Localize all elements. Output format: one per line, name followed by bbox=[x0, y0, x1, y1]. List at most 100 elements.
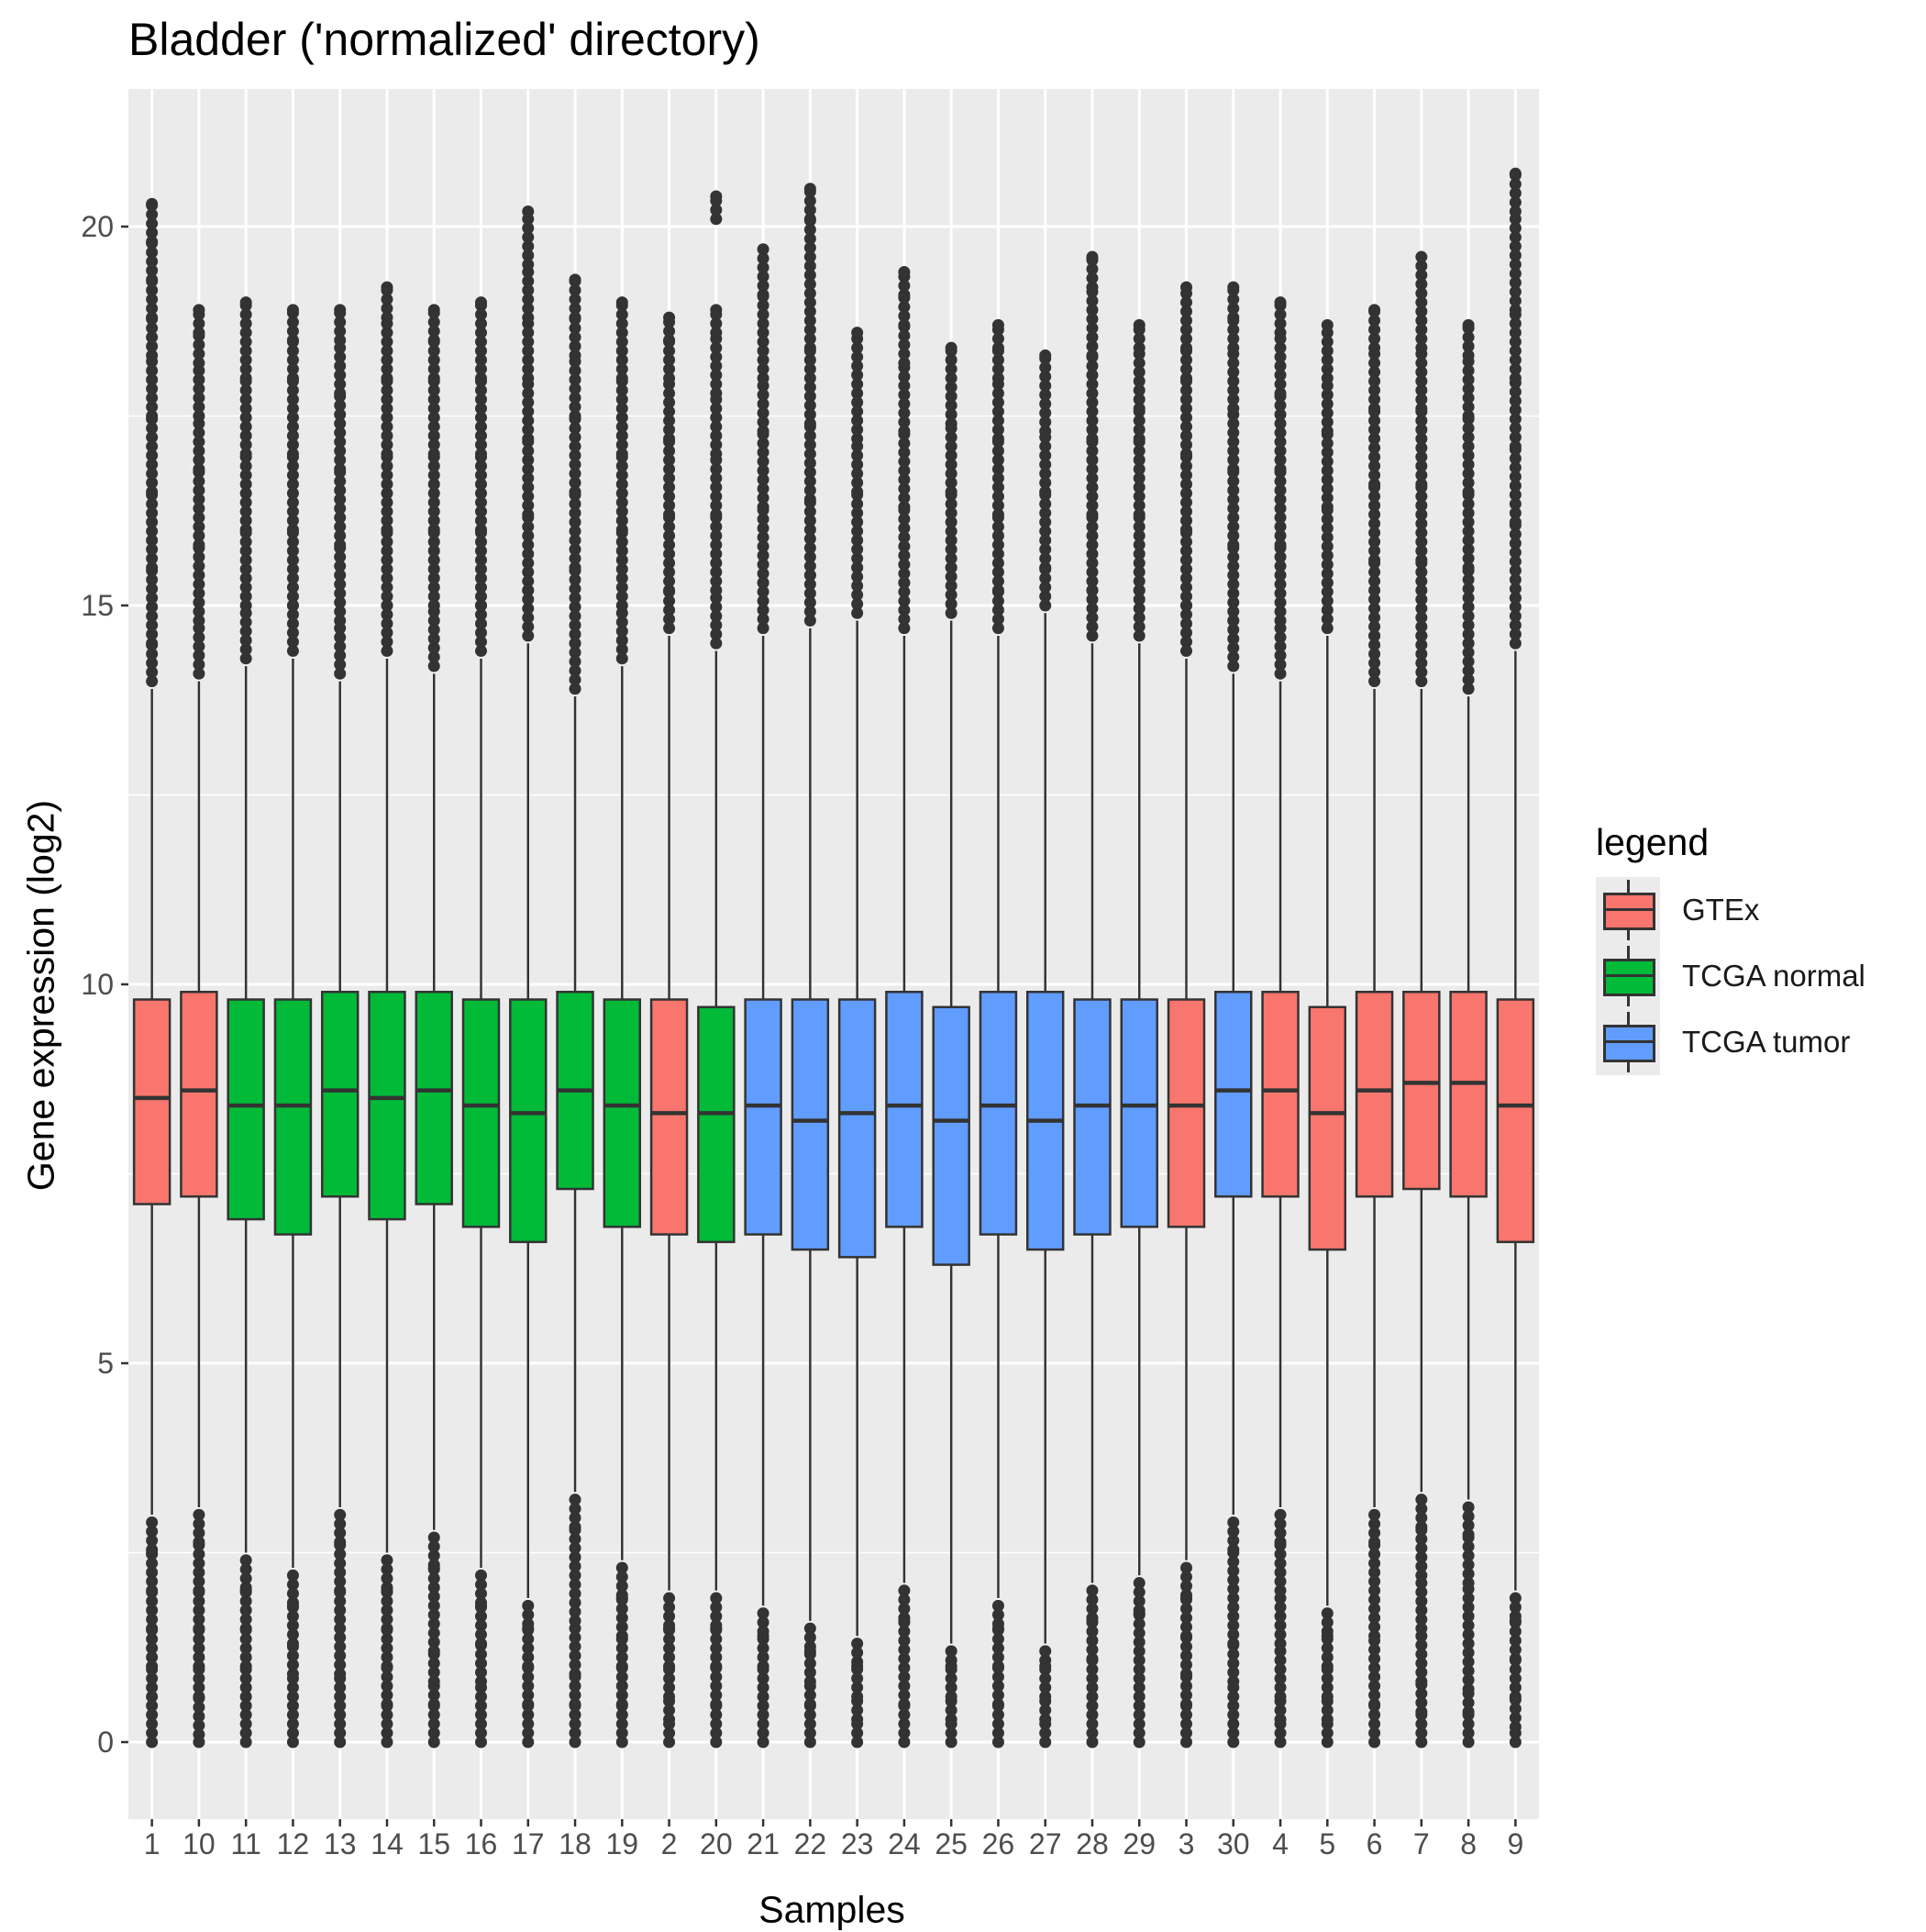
outlier-point-high bbox=[1509, 317, 1522, 330]
outlier-point-high bbox=[663, 372, 676, 384]
outlier-point-low bbox=[945, 1704, 957, 1716]
legend-item-tcga-tumor: TCGA tumor bbox=[1596, 1009, 1908, 1075]
y-tick-label: 20 bbox=[81, 210, 114, 243]
outlier-point-high bbox=[1133, 414, 1146, 427]
outlier-point-high bbox=[1133, 620, 1146, 633]
chart-title: Bladder ('normalized' directory) bbox=[128, 14, 760, 65]
outlier-point-high bbox=[1227, 502, 1240, 515]
outlier-point-high bbox=[427, 402, 440, 415]
outlier-point-low bbox=[334, 1736, 347, 1749]
box-body bbox=[509, 998, 548, 1244]
outlier-point-high bbox=[334, 316, 347, 328]
outlier-point-high bbox=[1180, 353, 1192, 366]
outlier-point-high bbox=[239, 625, 252, 638]
outlier-point-high bbox=[1086, 360, 1099, 372]
outlier-point-high bbox=[710, 462, 723, 475]
outlier-point-low bbox=[1274, 1584, 1287, 1597]
outlier-point-low bbox=[710, 1727, 723, 1739]
outlier-point-low bbox=[522, 1660, 535, 1672]
outlier-point-low bbox=[1180, 1561, 1192, 1574]
outlier-point-low bbox=[1274, 1727, 1287, 1739]
outlier-point-high bbox=[1133, 490, 1146, 503]
outlier-point-high bbox=[1086, 304, 1099, 316]
outlier-point-high bbox=[1086, 499, 1099, 512]
outlier-point-high bbox=[710, 548, 723, 561]
outlier-point-low bbox=[898, 1652, 911, 1665]
outlier-point-high bbox=[475, 523, 487, 536]
outlier-point-low bbox=[334, 1699, 347, 1712]
outlier-point-high bbox=[569, 655, 581, 668]
outlier-point-high bbox=[991, 372, 1004, 384]
outlier-point-low bbox=[1415, 1727, 1428, 1739]
outlier-point-high bbox=[991, 414, 1004, 427]
outlier-point-high bbox=[1039, 572, 1052, 584]
outlier-point-high bbox=[381, 402, 393, 415]
outlier-point-low bbox=[1086, 1682, 1099, 1694]
outlier-point-high bbox=[239, 296, 252, 309]
outlier-point-low bbox=[334, 1717, 347, 1730]
outlier-point-high bbox=[615, 317, 628, 330]
outlier-point-low bbox=[1321, 1690, 1334, 1703]
outlier-point-high bbox=[1462, 655, 1475, 668]
outlier-point-high bbox=[193, 317, 205, 330]
outlier-point-high bbox=[286, 304, 299, 316]
outlier-point-high bbox=[286, 362, 299, 375]
outlier-point-low bbox=[381, 1708, 393, 1721]
outlier-point-high bbox=[334, 569, 347, 582]
outlier-point-low bbox=[851, 1672, 864, 1685]
box-sample-21 bbox=[744, 243, 782, 1749]
box-sample-10 bbox=[180, 304, 218, 1749]
outlier-point-high bbox=[1086, 387, 1099, 400]
outlier-point-high bbox=[898, 309, 911, 322]
outlier-point-low bbox=[146, 1525, 159, 1538]
outlier-point-low bbox=[193, 1548, 205, 1560]
box-body bbox=[1496, 998, 1535, 1244]
outlier-point-high bbox=[1368, 527, 1381, 539]
outlier-point-high bbox=[193, 444, 205, 457]
outlier-point-low bbox=[1462, 1619, 1475, 1632]
outlier-point-high bbox=[334, 667, 347, 680]
outlier-point-high bbox=[1509, 497, 1522, 510]
outlier-point-high bbox=[286, 505, 299, 518]
outlier-point-high bbox=[146, 561, 159, 574]
outlier-point-high bbox=[615, 372, 628, 384]
outlier-point-high bbox=[569, 364, 581, 377]
outlier-point-low bbox=[286, 1690, 299, 1703]
outlier-point-low bbox=[1509, 1672, 1522, 1685]
outlier-point-high bbox=[381, 293, 393, 305]
outlier-point-high bbox=[757, 576, 769, 589]
outlier-point-high bbox=[1321, 531, 1334, 544]
outlier-point-high bbox=[1368, 638, 1381, 651]
outlier-point-low bbox=[569, 1631, 581, 1644]
outlier-point-high bbox=[945, 543, 957, 556]
outlier-point-high bbox=[146, 637, 159, 650]
outlier-point-high bbox=[851, 597, 864, 610]
outlier-point-low bbox=[615, 1603, 628, 1616]
outlier-point-high bbox=[1274, 436, 1287, 449]
outlier-point-high bbox=[851, 341, 864, 354]
outlier-point-low bbox=[710, 1601, 723, 1614]
outlier-point-high bbox=[1509, 336, 1522, 349]
outlier-point-low bbox=[239, 1660, 252, 1672]
outlier-point-low bbox=[1086, 1699, 1099, 1712]
outlier-point-high bbox=[569, 410, 581, 422]
outlier-point-low bbox=[427, 1608, 440, 1621]
outlier-point-high bbox=[1180, 645, 1192, 658]
outlier-point-high bbox=[239, 383, 252, 396]
outlier-point-low bbox=[898, 1603, 911, 1616]
outlier-point-high bbox=[1321, 336, 1334, 349]
outlier-point-high bbox=[898, 357, 911, 370]
outlier-point-high bbox=[757, 613, 769, 626]
outlier-point-high bbox=[615, 572, 628, 584]
outlier-point-low bbox=[146, 1557, 159, 1570]
outlier-point-high bbox=[334, 493, 347, 505]
outlier-point-high bbox=[193, 410, 205, 422]
outlier-point-low bbox=[757, 1736, 769, 1749]
outlier-point-high bbox=[1321, 558, 1334, 571]
outlier-point-high bbox=[146, 534, 159, 547]
outlier-point-low bbox=[1415, 1613, 1428, 1626]
outlier-point-high bbox=[427, 334, 440, 347]
outlier-point-high bbox=[1086, 508, 1099, 521]
outlier-point-high bbox=[710, 304, 723, 316]
outlier-point-high bbox=[945, 399, 957, 412]
